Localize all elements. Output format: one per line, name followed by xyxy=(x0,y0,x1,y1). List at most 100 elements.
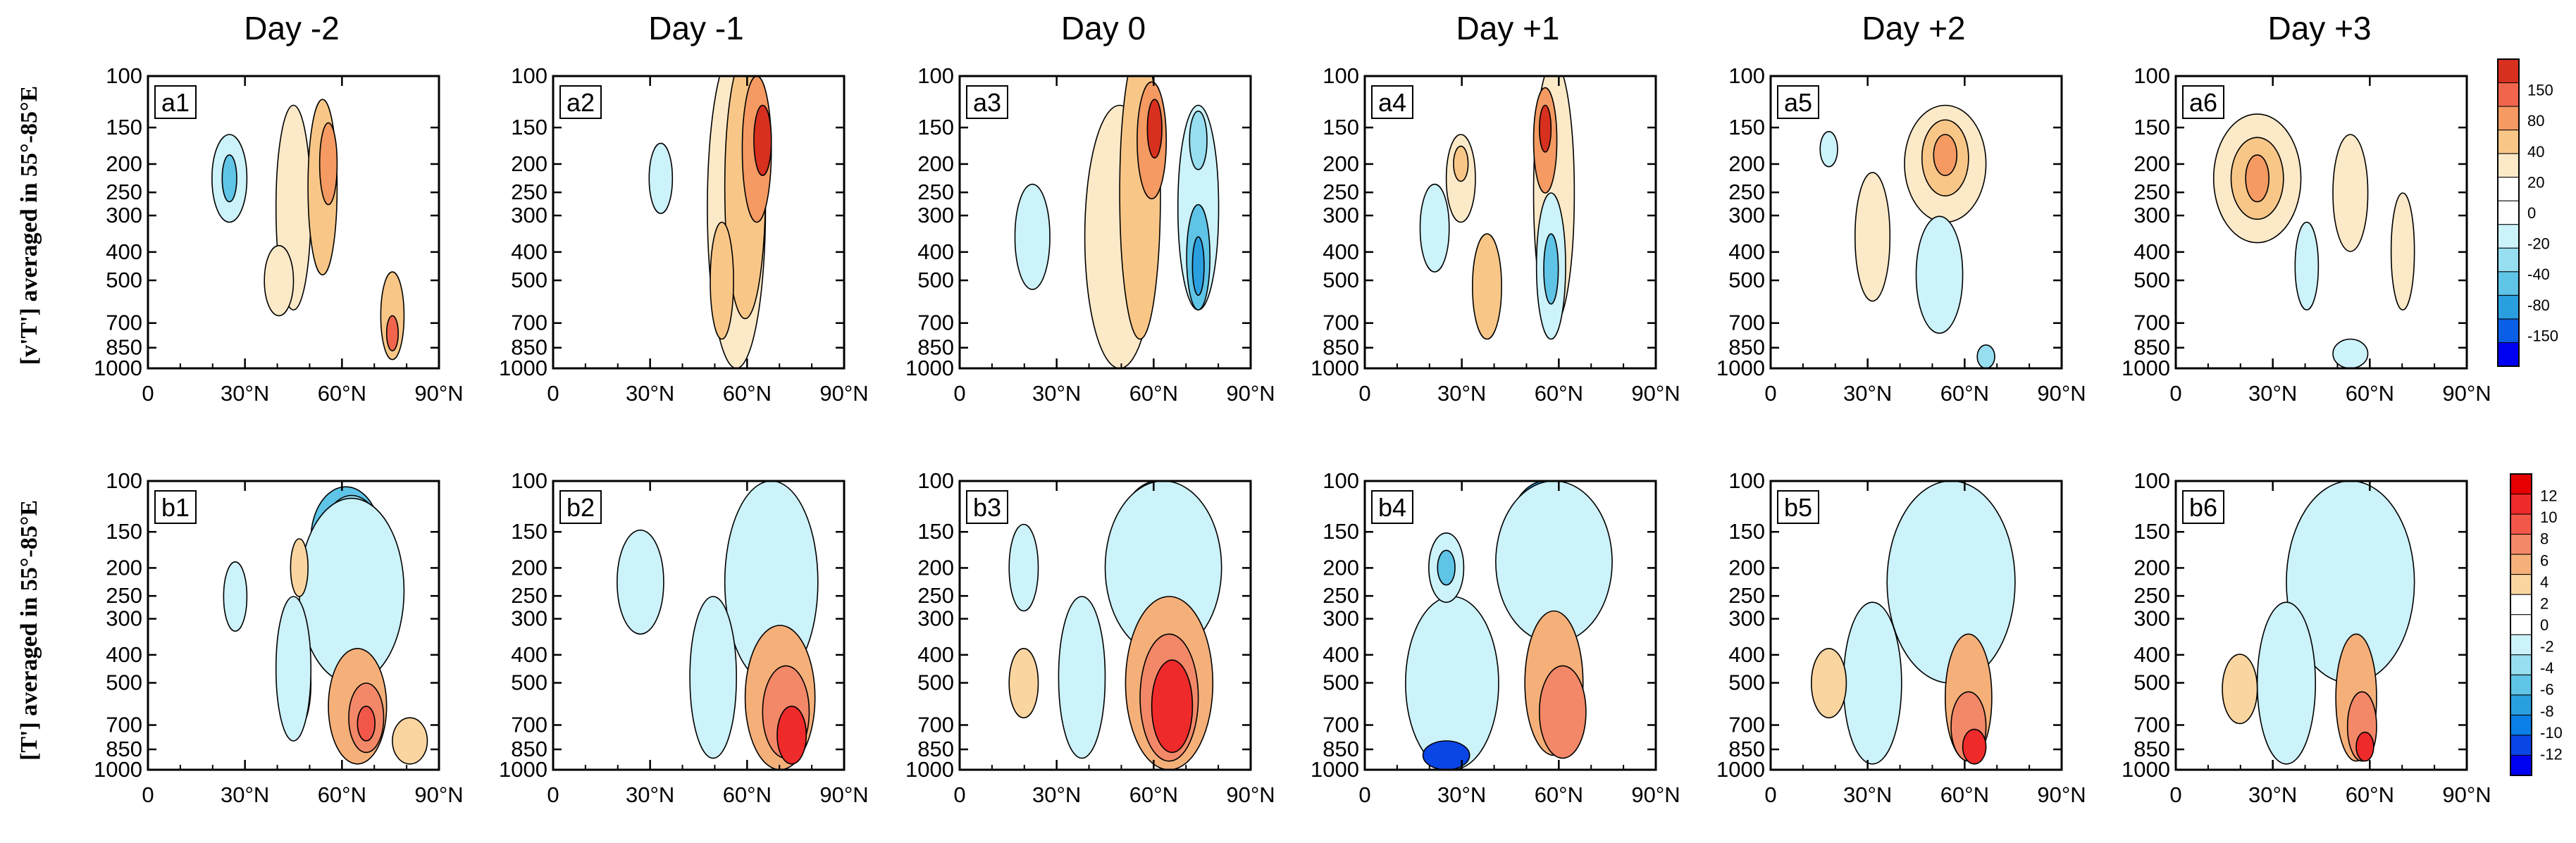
y-tick-label: 850 xyxy=(2134,335,2170,360)
contour-fills xyxy=(2222,481,2415,765)
y-tick-label: 850 xyxy=(917,737,954,761)
y-tick-label: 100 xyxy=(1728,63,1765,88)
contour-region xyxy=(753,104,772,176)
contour-region xyxy=(1058,596,1106,759)
y-tick-label: 100 xyxy=(511,468,547,493)
y-tick-label: 100 xyxy=(917,468,954,493)
colorbar-label: 0 xyxy=(2527,204,2536,222)
contour-region xyxy=(1422,740,1470,770)
y-tick-label: 300 xyxy=(917,606,954,631)
y-tick-label: 300 xyxy=(1728,606,1765,631)
colorbar-bottom: 12 10 8 6 4 2 0 -2 -4 -6 -8 -10 -12 xyxy=(2510,473,2563,776)
x-tick-label: 90°N xyxy=(1631,381,1680,406)
colorbar-label: -150 xyxy=(2527,327,2558,344)
colorbar-label: -4 xyxy=(2540,659,2554,677)
y-tick-label: 700 xyxy=(1728,712,1765,737)
y-tick-label: 850 xyxy=(1728,335,1765,360)
x-tick-label: 90°N xyxy=(2037,782,2086,807)
y-tick-label: 400 xyxy=(917,239,954,264)
panel-frame xyxy=(147,480,440,771)
panel-frame xyxy=(958,75,1252,370)
contour-region xyxy=(1819,131,1838,168)
x-tick-label: 60°N xyxy=(318,381,366,406)
y-tick-label: 700 xyxy=(511,311,547,335)
panel-tag: b4 xyxy=(1371,490,1413,524)
contour-region xyxy=(357,706,376,742)
y-tick-label: 1000 xyxy=(94,356,142,380)
x-tick-label: 90°N xyxy=(2442,782,2491,807)
panel-tag: a1 xyxy=(154,85,197,119)
y-tick-label: 500 xyxy=(1728,268,1765,292)
contour-region xyxy=(1014,183,1051,290)
y-tick-label: 100 xyxy=(1728,468,1765,493)
colorbar-frame xyxy=(2510,473,2532,776)
y-tick-label: 850 xyxy=(511,335,547,360)
y-tick-label: 700 xyxy=(2134,712,2170,737)
colorbar-swatch xyxy=(2510,534,2532,555)
y-tick-label: 250 xyxy=(1323,583,1359,608)
contour-fills xyxy=(648,76,772,368)
panel-tag-label: b5 xyxy=(1784,493,1812,522)
y-tick-label: 500 xyxy=(106,670,142,695)
contour-region xyxy=(1976,344,1995,368)
y-tick-label: 250 xyxy=(511,583,547,608)
row-label-top: [v'T'] averaged in 55°-85°E xyxy=(16,86,42,365)
column-title: Day +2 xyxy=(1862,10,1965,46)
y-tick-label: 300 xyxy=(917,203,954,227)
colorbar-label: 6 xyxy=(2540,551,2549,569)
y-tick-label: 500 xyxy=(1728,670,1765,695)
y-tick-label: 1000 xyxy=(1716,757,1765,782)
contour-region xyxy=(275,596,312,742)
colorbar-label: 12 xyxy=(2540,487,2557,505)
colorbar-swatch xyxy=(2497,224,2520,249)
contour-region xyxy=(1191,236,1205,296)
y-tick-label: 300 xyxy=(1323,606,1359,631)
contour-region xyxy=(1472,233,1502,340)
y-tick-label: 400 xyxy=(917,642,954,667)
y-tick-label: 100 xyxy=(106,63,142,88)
y-tick-label: 850 xyxy=(2134,737,2170,761)
colorbar-swatch xyxy=(2510,714,2532,736)
y-tick-label: 200 xyxy=(917,555,954,580)
y-tick-label: 100 xyxy=(917,63,954,88)
y-tick-label: 500 xyxy=(2134,670,2170,695)
contour-region xyxy=(1008,647,1039,718)
y-tick-label: 850 xyxy=(1323,335,1359,360)
x-tick-label: 30°N xyxy=(626,782,674,807)
column-title: Day 0 xyxy=(1061,10,1146,46)
colorbar-swatch xyxy=(2497,247,2520,273)
x-tick-label: 60°N xyxy=(2346,782,2394,807)
x-tick-label: 30°N xyxy=(221,381,269,406)
colorbar-top: 150 80 40 20 0 -20 -40 -80 -150 xyxy=(2497,58,2558,367)
colorbar-label: 10 xyxy=(2540,508,2557,526)
colorbar-label: 8 xyxy=(2540,530,2549,548)
panel-tag-label: a2 xyxy=(566,88,595,117)
x-tick-label: 30°N xyxy=(1437,782,1486,807)
colorbar-label: -40 xyxy=(2527,266,2550,283)
contour-region xyxy=(2332,134,2369,252)
x-tick-label: 60°N xyxy=(1940,782,1989,807)
y-tick-label: 250 xyxy=(1728,180,1765,204)
y-tick-label: 150 xyxy=(1323,519,1359,544)
y-tick-label: 250 xyxy=(917,583,954,608)
y-tick-label: 500 xyxy=(511,670,547,695)
x-tick-label: 90°N xyxy=(2037,381,2086,406)
y-tick-label: 200 xyxy=(106,555,142,580)
y-tick-label: 1000 xyxy=(94,757,142,782)
y-tick-label: 300 xyxy=(106,606,142,631)
y-tick-label: 850 xyxy=(1323,737,1359,761)
colorbar-swatch xyxy=(2510,694,2532,716)
contour-region xyxy=(1539,104,1552,153)
y-tick-label: 1000 xyxy=(905,757,954,782)
panel-frame xyxy=(1363,75,1657,370)
contour-fills xyxy=(1008,481,1222,770)
y-tick-label: 100 xyxy=(511,63,547,88)
panel-tag: a6 xyxy=(2182,85,2224,119)
x-tick-label: 30°N xyxy=(2248,381,2297,406)
x-tick-label: 30°N xyxy=(2248,782,2297,807)
contour-region xyxy=(617,529,664,635)
